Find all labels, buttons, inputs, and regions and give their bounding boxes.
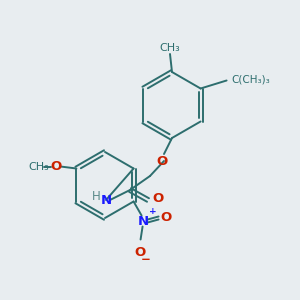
Text: H: H [92,190,100,203]
Text: C(CH₃)₃: C(CH₃)₃ [232,74,270,85]
Text: O: O [156,155,168,168]
Text: O: O [160,211,172,224]
Text: −: − [141,254,151,266]
Text: +: + [148,208,156,217]
Text: O: O [134,245,145,259]
Text: N: N [138,215,149,228]
Text: O: O [152,193,163,206]
Text: N: N [100,194,112,206]
Text: CH₃: CH₃ [28,161,49,172]
Text: O: O [51,160,62,173]
Text: CH₃: CH₃ [160,43,180,53]
